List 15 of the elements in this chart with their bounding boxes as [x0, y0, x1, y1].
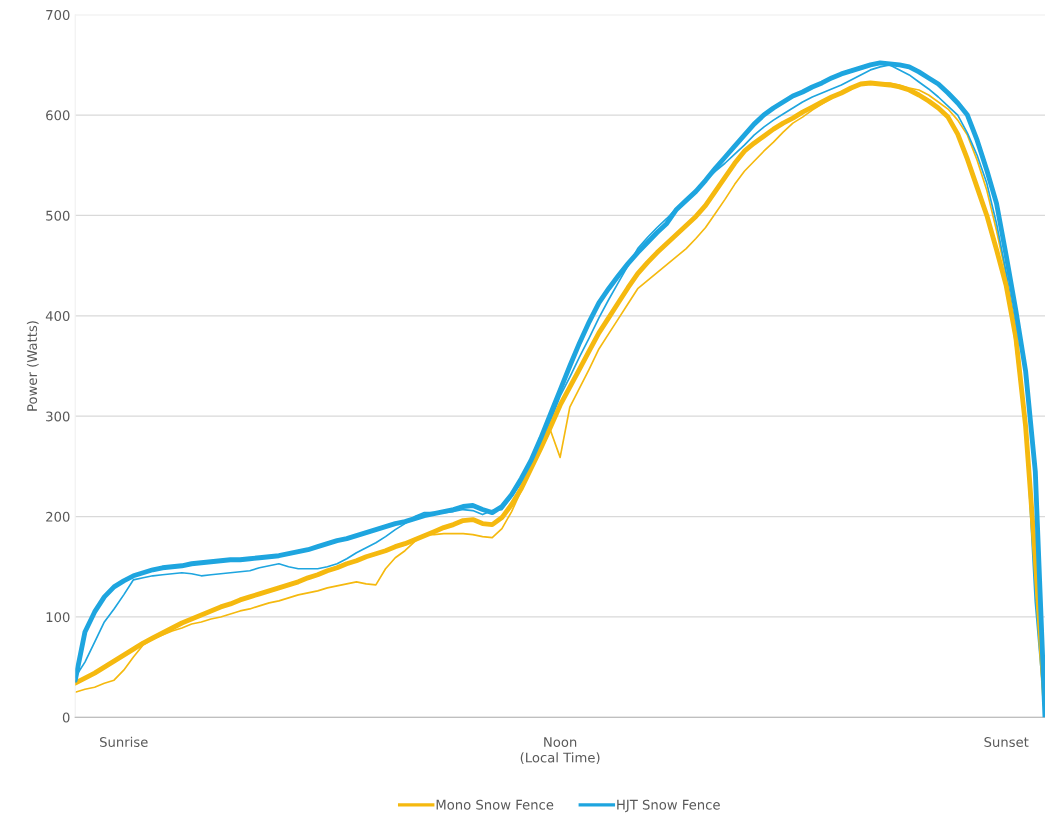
x-tick-label: Sunset [984, 737, 1029, 747]
y-tick-label: 700 [46, 9, 70, 20]
x-tick-label: Noon [544, 737, 577, 747]
y-tick-label: 0 [62, 712, 70, 723]
legend-label: HJT Snow Fence [617, 799, 720, 813]
legend-label: Mono Snow Fence [436, 799, 554, 810]
y-tick-label: 500 [46, 210, 70, 221]
y-tick-label: 400 [45, 311, 70, 322]
y-tick-label: 600 [46, 110, 70, 121]
y-tick-label: 100 [46, 612, 70, 623]
y-axis-title: Power (Watts) [26, 321, 39, 411]
y-tick-label: 200 [46, 511, 70, 522]
y-tick-label: 300 [46, 411, 70, 422]
x-tick-label: Sunrise [100, 736, 148, 747]
x-axis-title: (Local Time) [520, 752, 600, 765]
